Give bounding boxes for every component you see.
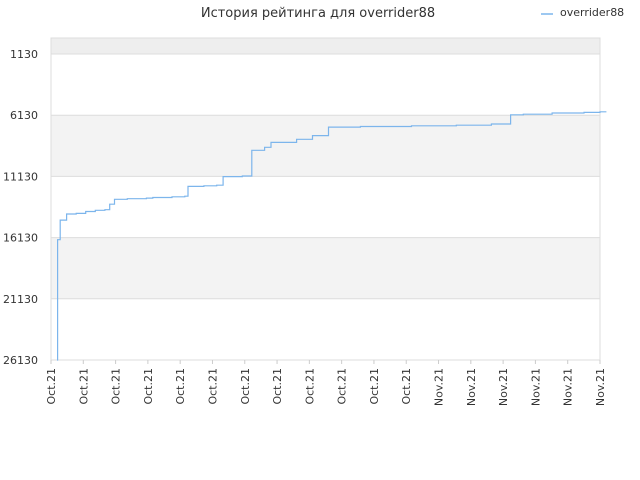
y-tick-label: 11130 <box>3 170 38 183</box>
x-tick-label: Nov.21 <box>562 368 575 406</box>
plot-band <box>51 54 600 116</box>
y-tick-label: 16130 <box>3 232 38 245</box>
x-tick-label: Oct.21 <box>368 368 381 405</box>
legend-label: overrider88 <box>560 6 624 19</box>
y-axis: 1130 6130 11130 16130 21130 26130 <box>3 48 38 367</box>
x-tick-label: Oct.21 <box>239 368 252 405</box>
plot-band <box>51 38 600 54</box>
x-tick-label: Nov.21 <box>497 368 510 406</box>
y-tick-label: 6130 <box>10 109 38 122</box>
series-line-overrider88[interactable] <box>57 111 607 361</box>
x-tick-label: Oct.21 <box>271 368 284 405</box>
x-tick-label: Oct.21 <box>174 368 187 405</box>
x-tick-label: Oct.21 <box>77 368 90 405</box>
x-axis: Oct.21 Oct.21 Oct.21 Oct.21 Oct.21 Oct.21 Oct.… <box>45 360 607 406</box>
x-tick-label: Oct.21 <box>110 368 123 405</box>
x-tick-label: Oct.21 <box>142 368 155 405</box>
plot-band <box>51 176 600 238</box>
x-tick-label: Nov.21 <box>594 368 607 406</box>
x-tick-label: Oct.21 <box>206 368 219 405</box>
y-tick-label: 21130 <box>3 293 38 306</box>
x-tick-label: Nov.21 <box>529 368 542 406</box>
plot-area <box>50 37 607 361</box>
plot-band <box>51 298 600 360</box>
x-tick-label: Oct.21 <box>303 368 316 405</box>
chart-title: История рейтинга для overrider88 <box>201 6 435 21</box>
plot-band <box>51 237 600 299</box>
x-tick-label: Nov.21 <box>433 368 446 406</box>
x-tick-label: Oct.21 <box>45 368 58 405</box>
y-tick-label: 1130 <box>10 48 38 61</box>
legend[interactable]: overrider88 <box>541 6 624 19</box>
x-tick-label: Oct.21 <box>400 368 413 405</box>
x-tick-label: Nov.21 <box>465 368 478 406</box>
x-tick-label: Oct.21 <box>336 368 349 405</box>
plot-border <box>50 37 601 361</box>
plot-band <box>51 115 600 177</box>
y-tick-label: 26130 <box>3 354 38 367</box>
